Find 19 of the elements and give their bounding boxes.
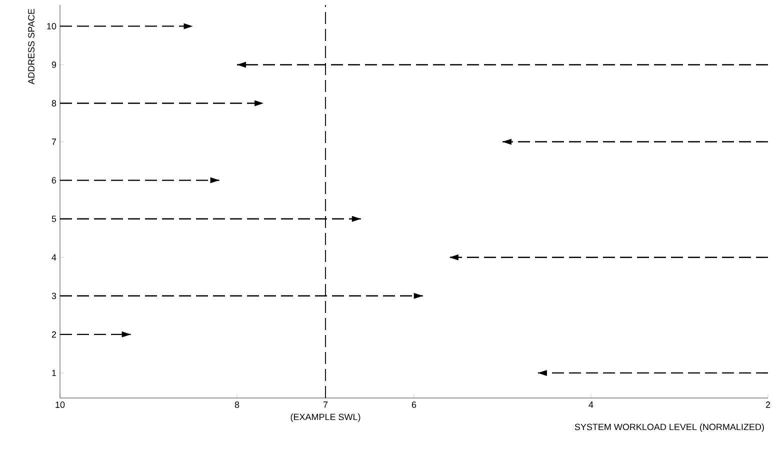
x-tick-label: 6: [412, 402, 416, 408]
y-tick-label: 5: [52, 216, 56, 222]
y-tick-label: 8: [52, 100, 56, 106]
y-axis-title: ADDRESS SPACE: [28, 8, 34, 84]
x-tick-label: 10: [56, 402, 65, 408]
y-tick-label: 2: [52, 331, 56, 338]
y-tick-label: 7: [52, 138, 56, 145]
y-tick-label: 9: [52, 62, 56, 68]
y-tick-label: 3: [52, 292, 56, 300]
y-tick-label: 4: [52, 254, 56, 260]
ref-line-label: (EXAMPLE SWL): [290, 414, 360, 422]
x-tick-label: 8: [234, 402, 240, 408]
y-tick-label: 6: [52, 177, 56, 184]
x-tick-label: 7: [323, 402, 328, 408]
y-tick-label: 1: [52, 370, 56, 376]
y-tick-label: 10: [47, 23, 56, 30]
x-tick-label: 4: [588, 402, 594, 408]
x-tick-label: 2: [766, 402, 770, 408]
x-axis-title: SYSTEM WORKLOAD LEVEL (NORMALIZED): [574, 424, 764, 432]
